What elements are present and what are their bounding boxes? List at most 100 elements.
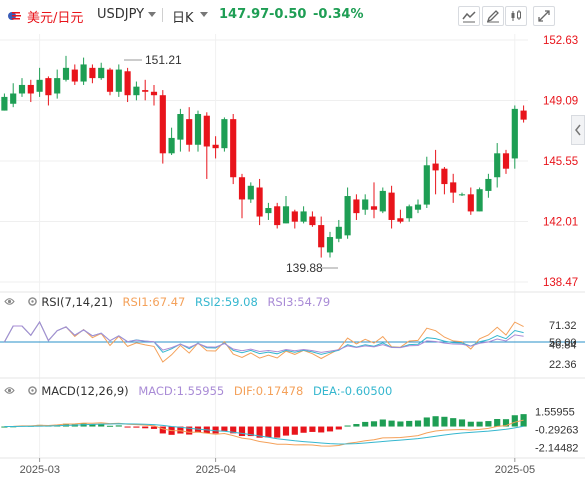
rsi-tick-label: 50.00 [549,337,577,349]
candle-body [476,189,483,212]
macd-histogram-bar [212,426,219,434]
macd-histogram-bar [502,419,510,427]
macd-histogram-bar [282,426,290,436]
rsi-tick-label: 22.36 [549,359,577,371]
price-tick-label: 145.55 [543,156,578,168]
macd-histogram-bar [485,421,492,427]
macd-histogram-bar [142,426,149,429]
dea-value: DEA:-0.60500 [312,384,393,398]
flag-icon [8,9,22,21]
candle-body [520,110,527,120]
macd-histogram-bar [326,426,334,432]
candle-body [1,96,8,111]
rsi3-value: RSI3:54.79 [267,295,331,309]
pair-name[interactable]: 美元/日元 [27,11,84,26]
interval-selector[interactable]: 日K [172,11,194,26]
candle-body [89,67,96,79]
candle-body [441,168,448,185]
price-axis: 152.63 149.09 145.55 142.01 138.47 [543,35,578,289]
candle-body [80,64,87,82]
candle-body [511,108,518,159]
candle-body [379,190,386,212]
candle-body [106,69,114,92]
candle-body [423,165,430,205]
macd-axis: 1.55955 -0.29263 -2.14482 [535,406,578,454]
visibility-icon[interactable] [4,385,15,396]
x-tick-label: 2025-05 [495,464,535,476]
macd-histogram-bar [133,426,140,428]
candle-body [388,192,395,220]
candle-body [124,71,131,96]
settings-icon[interactable] [27,296,38,307]
candle-body [27,84,34,94]
macd-legend: MACD(12,26,9) MACD:1.55955 DIF:0.17478 D… [4,384,392,398]
macd-histogram-bar [291,426,298,435]
macd-histogram-bar [344,425,351,427]
rsi-tick-label: 71.32 [549,320,577,332]
candle-body [230,119,237,178]
macd-histogram-bar [467,421,474,427]
price-tick-label: 152.63 [543,35,578,47]
macd-histogram-bar [353,424,360,427]
candle-body [45,78,52,96]
macd-histogram-bar [115,425,122,427]
dea-line [4,423,524,445]
chevron-down-icon[interactable] [200,12,208,17]
macd-histogram-bar [494,419,501,427]
candle-body [247,185,254,200]
grid [0,34,528,458]
macd-histogram-bar [89,424,96,427]
candle-body [494,153,501,178]
chart-type-button[interactable] [505,6,527,26]
candle-body [150,91,158,96]
candle-body [432,163,439,171]
macd-histogram-bar [150,426,158,429]
candle-body [98,67,105,79]
candle-body [221,119,228,149]
macd-histogram-bar [397,421,404,427]
macd-histogram-bar [370,421,378,427]
visibility-icon[interactable] [4,296,15,307]
high-annotation: 151.21 [145,53,182,67]
candle-body [353,199,360,214]
candle-body [142,90,149,92]
settings-icon[interactable] [27,385,38,396]
macd-histogram-bar [221,426,228,431]
chevron-left-icon [575,124,581,136]
macd-title: MACD(12,26,9) [41,384,129,398]
price-tick-label: 138.47 [543,277,578,289]
candle-body [309,216,316,226]
candle-body [256,187,263,217]
draw-button[interactable] [482,6,504,26]
price-tick-label: 142.01 [543,217,578,229]
candle-body [18,84,26,94]
candle-body [458,194,466,196]
rsi-title: RSI(7,14,21) [41,295,113,309]
candle-body [115,69,122,92]
candle-body [502,153,510,169]
chart-line-icon [462,11,476,23]
candle-body [159,95,166,154]
collapse-panel-button[interactable] [571,115,585,145]
macd-histogram-bar [98,423,105,427]
symbol[interactable]: USDJPY [97,7,145,22]
candle-body [265,207,272,214]
rsi-line-1 [3,320,524,363]
indicator-button[interactable] [458,6,480,26]
candle-body [450,182,457,193]
price-tick-label: 149.09 [543,96,578,108]
macd-histogram-bar [106,425,114,427]
last-price: 147.97 [219,7,270,22]
candle-body [467,194,474,212]
dif-line [4,419,524,447]
candles [1,55,527,258]
fullscreen-button[interactable] [533,6,555,26]
low-annotation: 139.88 [286,261,323,275]
macd-histogram-bar [247,426,254,437]
price-change: -0.50 [269,7,307,22]
chevron-down-icon[interactable] [148,12,156,17]
candle-body [10,93,17,104]
macd-value: MACD:1.55955 [138,384,225,398]
